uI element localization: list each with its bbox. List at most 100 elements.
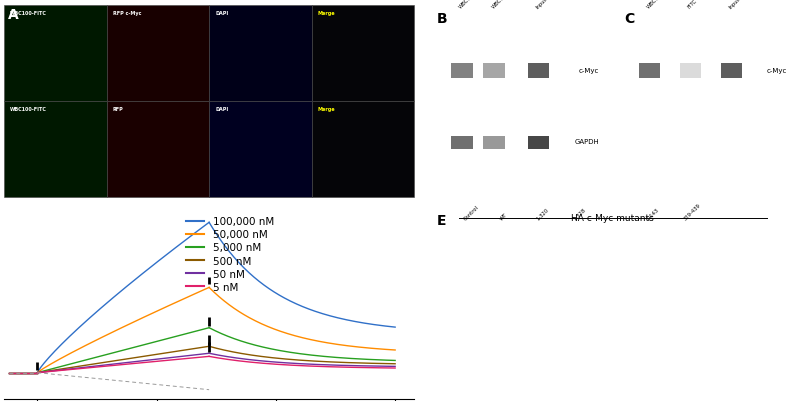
5,000 nM xyxy=(309,353,318,358)
Line: 50 nM: 50 nM xyxy=(209,353,395,367)
Text: RFP: RFP xyxy=(113,107,123,111)
Text: WBC100-FITC: WBC100-FITC xyxy=(458,0,487,10)
5,000 nM xyxy=(266,346,275,351)
500 nM xyxy=(309,359,318,364)
500 nM xyxy=(302,358,311,363)
Text: 329-439: 329-439 xyxy=(682,202,702,221)
Line: 5 nM: 5 nM xyxy=(209,356,395,368)
5 nM xyxy=(302,364,311,369)
Text: WT: WT xyxy=(499,211,509,221)
5 nM xyxy=(266,362,275,367)
5,000 nM xyxy=(333,355,342,360)
50 nM xyxy=(309,362,318,367)
50 nM xyxy=(278,360,287,365)
Text: DAPI: DAPI xyxy=(215,11,229,16)
50,000 nM xyxy=(302,336,311,341)
50,000 nM xyxy=(266,325,275,330)
Line: 50,000 nM: 50,000 nM xyxy=(209,288,395,350)
Text: GAPDH: GAPDH xyxy=(574,139,599,145)
Text: Control: Control xyxy=(463,204,480,221)
500 nM xyxy=(278,356,287,361)
Bar xyxy=(209,102,312,198)
50,000 nM xyxy=(309,338,318,343)
Text: Merge: Merge xyxy=(318,107,335,111)
50 nM xyxy=(302,362,311,367)
Text: Input: Input xyxy=(728,0,742,10)
Text: WBC100-FITC: WBC100-FITC xyxy=(646,0,674,10)
Text: c-Myc: c-Myc xyxy=(766,68,787,74)
5 nM xyxy=(278,363,287,367)
5 nM xyxy=(358,365,367,370)
Bar xyxy=(312,102,414,198)
Bar xyxy=(106,6,209,102)
Bar xyxy=(638,63,660,79)
Text: 1-320: 1-320 xyxy=(536,207,550,221)
Text: Merge: Merge xyxy=(318,11,335,16)
5,000 nM xyxy=(302,352,311,357)
50,000 nM xyxy=(278,330,287,334)
100,000 nM xyxy=(333,316,342,320)
100,000 nM xyxy=(278,295,287,300)
500 nM xyxy=(266,355,275,360)
Text: WBC100-FITC: WBC100-FITC xyxy=(10,11,47,16)
50,000 nM xyxy=(333,342,342,347)
Bar xyxy=(483,136,505,150)
Bar xyxy=(106,102,209,198)
100,000 nM xyxy=(266,288,275,292)
500 nM xyxy=(390,361,400,366)
Bar xyxy=(680,63,702,79)
Text: WBC100-FITC: WBC100-FITC xyxy=(10,107,47,111)
Text: B: B xyxy=(437,12,447,26)
Line: 100,000 nM: 100,000 nM xyxy=(209,223,395,327)
Text: E: E xyxy=(437,213,446,227)
Text: A: A xyxy=(8,8,19,22)
Text: FITC: FITC xyxy=(687,0,698,10)
Text: C: C xyxy=(625,12,634,26)
100,000 nM xyxy=(302,306,311,311)
100,000 nM xyxy=(358,321,367,326)
Text: Input: Input xyxy=(535,0,549,10)
5,000 nM xyxy=(204,326,214,330)
Text: 1-328: 1-328 xyxy=(573,207,587,221)
Text: c-Myc: c-Myc xyxy=(579,68,599,74)
Text: RFP c-Myc: RFP c-Myc xyxy=(113,11,141,16)
100,000 nM xyxy=(204,221,214,225)
Text: WBC100+WBC100-FITC: WBC100+WBC100-FITC xyxy=(490,0,538,10)
500 nM xyxy=(358,361,367,366)
5 nM xyxy=(333,365,342,369)
500 nM xyxy=(333,360,342,365)
5 nM xyxy=(204,354,214,359)
Bar xyxy=(451,136,473,150)
100,000 nM xyxy=(390,325,400,330)
50 nM xyxy=(333,363,342,368)
Text: 1-143: 1-143 xyxy=(646,207,660,221)
Bar xyxy=(209,6,312,102)
Bar xyxy=(483,63,505,79)
50,000 nM xyxy=(204,285,214,290)
Line: 500 nM: 500 nM xyxy=(209,346,395,364)
5 nM xyxy=(390,366,400,371)
50 nM xyxy=(204,351,214,356)
Text: DAPI: DAPI xyxy=(215,107,229,111)
5,000 nM xyxy=(278,349,287,354)
50 nM xyxy=(390,364,400,369)
Bar xyxy=(4,102,106,198)
Bar xyxy=(528,136,550,150)
Line: 5,000 nM: 5,000 nM xyxy=(209,328,395,360)
Bar xyxy=(451,63,473,79)
Bar xyxy=(528,63,550,79)
Bar xyxy=(721,63,742,79)
Legend: 100,000 nM, 50,000 nM, 5,000 nM, 500 nM, 50 nM, 5 nM: 100,000 nM, 50,000 nM, 5,000 nM, 500 nM,… xyxy=(182,213,278,296)
100,000 nM xyxy=(309,309,318,314)
5 nM xyxy=(309,364,318,369)
50,000 nM xyxy=(390,348,400,352)
500 nM xyxy=(204,344,214,349)
5,000 nM xyxy=(390,358,400,363)
Bar xyxy=(4,6,106,102)
50,000 nM xyxy=(358,345,367,350)
Bar xyxy=(312,6,414,102)
50 nM xyxy=(266,359,275,364)
5,000 nM xyxy=(358,357,367,362)
50 nM xyxy=(358,364,367,369)
Text: HA-c-Myc mutants: HA-c-Myc mutants xyxy=(571,213,654,222)
